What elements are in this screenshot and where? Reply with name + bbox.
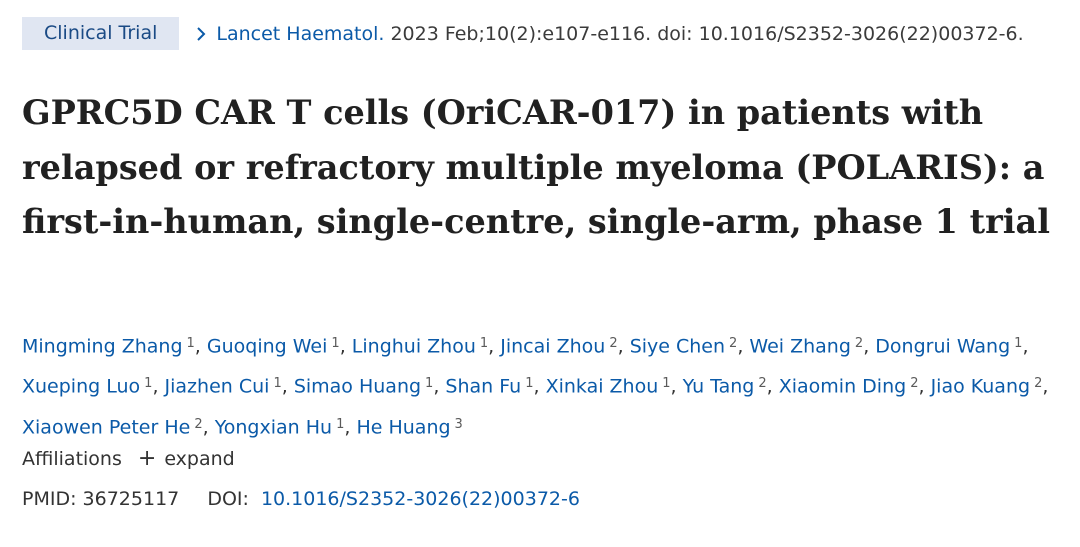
article-title: GPRC5D CAR T cells (OriCAR-017) in patie…	[22, 93, 1050, 241]
author-separator: ,	[194, 335, 207, 358]
author-link[interactable]: Xueping Luo	[22, 375, 141, 398]
affiliation-number[interactable]: 1	[1014, 336, 1023, 351]
affiliation-number[interactable]: 1	[525, 376, 534, 392]
author-link[interactable]: Dongrui Wang	[875, 335, 1011, 358]
affiliation-number[interactable]: 2	[194, 416, 203, 432]
affiliation-number[interactable]: 1	[273, 376, 282, 392]
identifiers-row: PMID: 36725117 DOI: 10.1016/S2352-3026(2…	[22, 488, 580, 510]
author-separator: ,	[202, 415, 215, 438]
author-separator: ,	[617, 335, 630, 358]
affiliation-number[interactable]: 2	[910, 376, 919, 392]
affiliation-number[interactable]: 1	[479, 336, 489, 351]
author-separator: ,	[281, 375, 294, 398]
affiliation-number[interactable]: 1	[336, 416, 345, 432]
affiliation-number[interactable]: 2	[1034, 376, 1043, 392]
affiliation-number[interactable]: 3	[454, 416, 463, 432]
author-link[interactable]: Simao Huang	[293, 375, 422, 398]
author-link[interactable]: Guoqing Wei	[206, 335, 328, 358]
pmid-value: 36725117	[82, 488, 180, 510]
affiliation-number[interactable]: 2	[609, 336, 618, 351]
author-list: Mingming Zhang 1, Guoqing Wei 1, Linghui Z…	[22, 324, 1072, 445]
author-link[interactable]: Shan Fu	[445, 375, 522, 398]
chevron-right-icon	[197, 26, 206, 41]
author-separator: ,	[433, 375, 446, 398]
author-link[interactable]: Mingming Zhang	[22, 335, 183, 358]
author-link[interactable]: Linghui Zhou	[351, 335, 476, 358]
author-link[interactable]: Xiaowen Peter He	[22, 415, 191, 438]
author-separator: ,	[488, 335, 501, 358]
plus-icon: +	[137, 446, 157, 471]
author-link[interactable]: Xinkai Zhou	[545, 375, 659, 398]
citation-details: 2023 Feb;10(2):e107-e116. doi: 10.1016/S…	[390, 22, 1024, 45]
author-separator: ,	[533, 375, 546, 398]
expand-label: expand	[164, 448, 235, 470]
affiliations-expand-button[interactable]: + expand	[137, 446, 235, 471]
author-separator: ,	[1022, 335, 1029, 358]
affiliation-number[interactable]: 1	[331, 336, 340, 351]
author-link[interactable]: Wei Zhang	[749, 335, 851, 358]
affiliation-number[interactable]: 1	[186, 336, 195, 351]
author-separator: ,	[1042, 375, 1049, 398]
author-separator: ,	[766, 375, 779, 398]
citation-line: Clinical Trial Lancet Haematol. 2023 Feb…	[22, 17, 1024, 50]
affiliation-number[interactable]: 1	[662, 376, 671, 392]
author-link[interactable]: Siye Chen	[629, 335, 726, 358]
affiliation-number[interactable]: 2	[729, 336, 738, 351]
author-separator: ,	[737, 335, 750, 358]
author-link[interactable]: Jiazhen Cui	[164, 375, 270, 398]
author-separator: ,	[918, 375, 931, 398]
author-separator: ,	[863, 335, 876, 358]
author-separator: ,	[670, 375, 683, 398]
author-link[interactable]: Jiao Kuang	[930, 375, 1031, 398]
affiliation-number[interactable]: 2	[854, 336, 864, 351]
article-type-badge: Clinical Trial	[22, 17, 180, 50]
author-link[interactable]: Xiaomin Ding	[778, 375, 907, 398]
affiliation-number[interactable]: 1	[425, 376, 434, 392]
affiliation-number[interactable]: 2	[758, 376, 767, 392]
doi-label: DOI:	[207, 488, 249, 510]
author-separator: ,	[152, 375, 165, 398]
author-link[interactable]: He Huang	[356, 415, 451, 438]
author-separator: ,	[339, 335, 352, 358]
affiliations-label: Affiliations	[22, 448, 122, 470]
author-link[interactable]: Yu Tang	[682, 375, 755, 398]
journal-link[interactable]: Lancet Haematol.	[216, 22, 385, 45]
author-link[interactable]: Jincai Zhou	[500, 335, 606, 358]
pmid-label: PMID:	[22, 488, 77, 510]
affiliations-row: Affiliations + expand	[22, 446, 235, 471]
affiliation-number[interactable]: 1	[144, 376, 153, 392]
doi-link[interactable]: 10.1016/S2352-3026(22)00372-6	[260, 488, 580, 510]
author-separator: ,	[344, 415, 357, 438]
author-link[interactable]: Yongxian Hu	[214, 415, 333, 438]
